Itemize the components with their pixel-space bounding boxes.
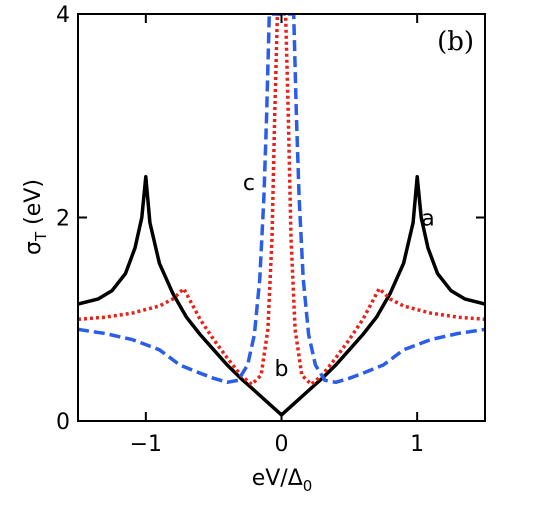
y-tick-label: 2 [56,207,70,232]
panel-label: (b) [437,27,474,57]
curve-labels-group: a b c [243,171,435,382]
y-tick-label: 4 [56,3,70,28]
series-line-c [78,14,485,385]
x-tick-label: 1 [410,432,424,457]
x-tick-label: 0 [275,432,289,457]
ticks-group [78,13,485,422]
x-axis-label: eV/Δ0 [252,466,313,495]
series-label-a: a [421,207,434,232]
y-axis-label: σT (eV) [21,179,50,255]
series-line-b [78,14,485,387]
tick-labels-group: −1 0 1 0 2 4 [56,3,424,457]
y-tick-label: 0 [56,410,70,435]
series-label-b: b [275,357,289,382]
series-label-c: c [243,171,255,196]
x-tick-label: −1 [130,432,162,457]
